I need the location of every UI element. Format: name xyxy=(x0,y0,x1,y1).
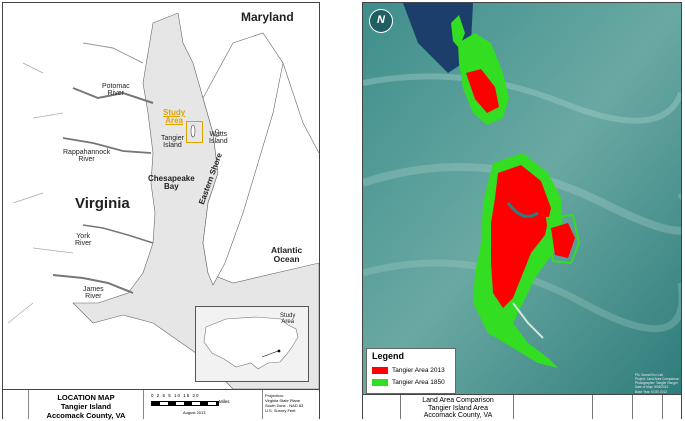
map-date: August 2013 xyxy=(183,410,206,415)
chesapeake-location-map xyxy=(3,3,319,389)
virginia-label: Virginia xyxy=(75,195,130,212)
james-river-label: James River xyxy=(83,286,104,301)
york-river-label: York River xyxy=(75,233,92,248)
legend-swatch-green xyxy=(372,379,388,386)
comparison-title-block: Land Area Comparison Tangier Island Area… xyxy=(363,394,681,419)
map-credits: PN. Sound Env Lab Project: Land Area Com… xyxy=(635,373,680,394)
projection-info: Projection: Virginia State Plane South Z… xyxy=(265,393,304,413)
comparison-title: Land Area Comparison Tangier Island Area… xyxy=(422,397,494,420)
title-block-logo-cell xyxy=(3,390,29,419)
study-area-label: Study Area xyxy=(163,108,186,126)
scale-unit: Miles xyxy=(219,399,230,404)
legend-title: Legend xyxy=(372,351,405,361)
satellite-image xyxy=(363,3,681,394)
location-map-panel: Maryland Potomac River Study Area Tangie… xyxy=(2,2,320,420)
location-map-title-block: LOCATION MAP Tangier Island Accomack Cou… xyxy=(3,389,319,420)
potomac-river-label: Potomac River xyxy=(102,83,130,98)
scale-bar-numbers: 0 2.5 5 10 15 20 xyxy=(151,393,200,398)
location-map-title: LOCATION MAP Tangier Island Accomack Cou… xyxy=(46,393,126,420)
inset-study-area-label: Study Area xyxy=(280,313,296,326)
rappahannock-river-label: Rappahannock River xyxy=(63,149,111,164)
satellite-imagery xyxy=(363,3,681,394)
study-area-box xyxy=(186,121,203,143)
tangier-island-label: Tangier Island xyxy=(161,135,184,150)
land-comparison-panel: N Legend Tangier Area 2013 Tangier Area … xyxy=(362,2,682,419)
north-arrow-icon: N xyxy=(369,9,393,33)
legend-item-2013: Tangier Area 2013 xyxy=(372,367,445,374)
legend-item-1850: Tangier Area 1850 xyxy=(372,379,445,386)
usa-outline xyxy=(203,316,299,370)
chesapeake-bay-label: Chesapeake Bay xyxy=(148,174,195,192)
inset-usa-map: Study Area xyxy=(195,306,309,382)
maryland-label: Maryland xyxy=(241,10,294,24)
scale-bar xyxy=(151,401,219,406)
atlantic-ocean-label: Atlantic Ocean xyxy=(271,245,303,264)
legend-swatch-red xyxy=(372,367,388,374)
legend: Legend Tangier Area 2013 Tangier Area 18… xyxy=(366,348,456,394)
watts-island-label: Watts Island xyxy=(209,131,228,146)
